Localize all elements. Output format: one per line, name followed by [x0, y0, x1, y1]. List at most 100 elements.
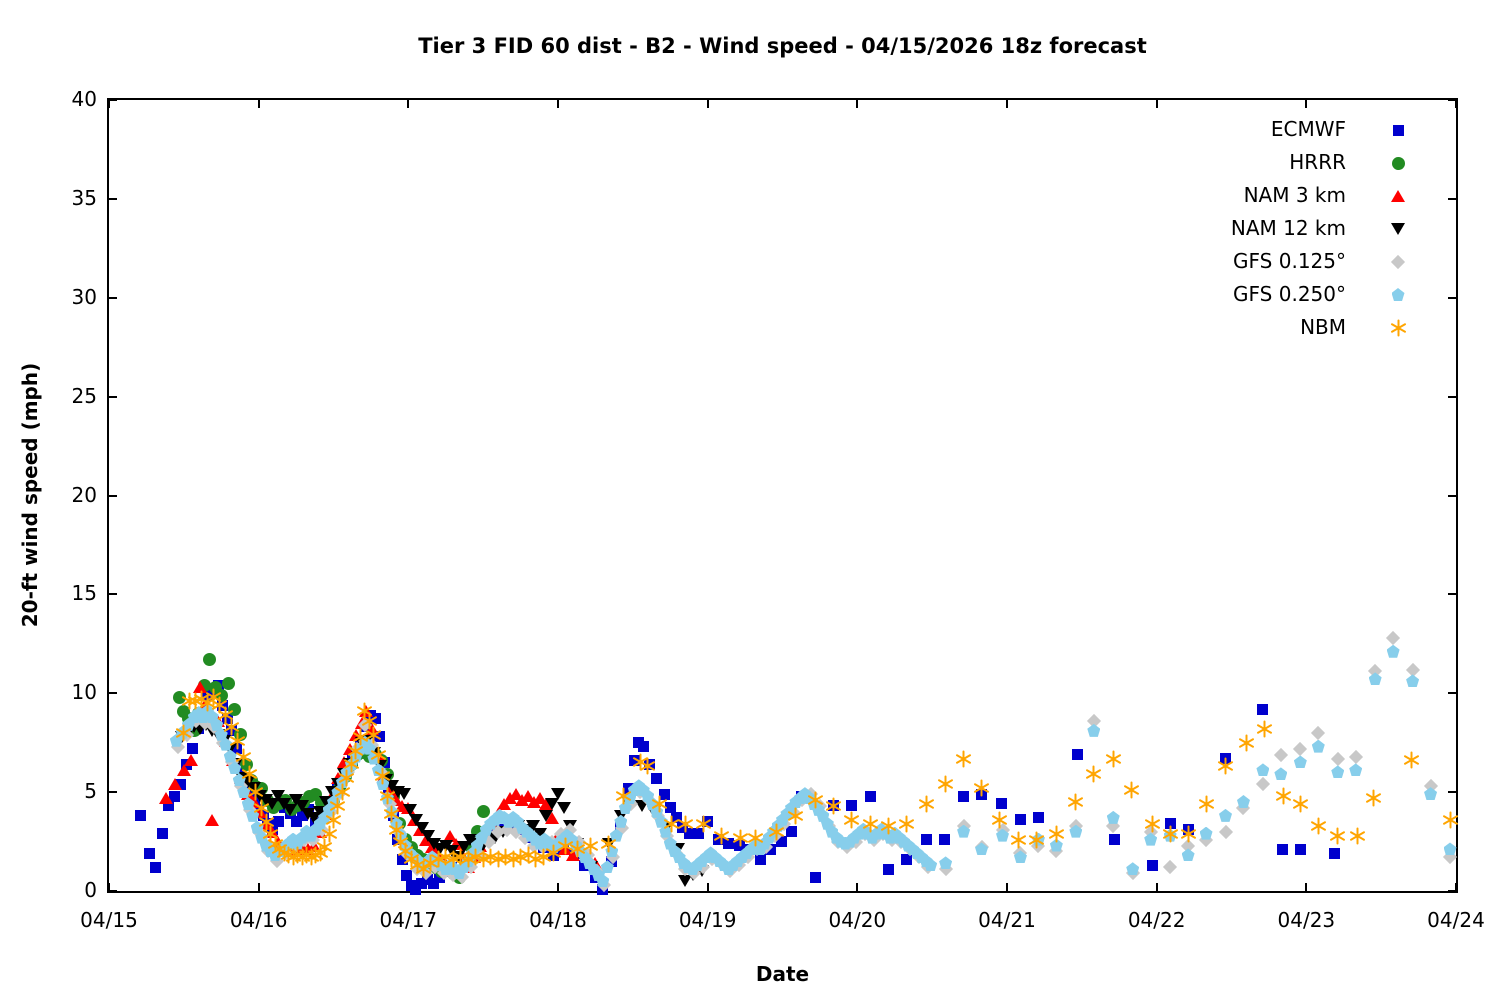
legend-marker-nam3km: [1391, 190, 1405, 202]
marker-nbm: [1275, 787, 1292, 805]
x-tick-top: [1305, 100, 1308, 108]
marker-nbm: [937, 775, 954, 793]
marker-gfs0250: [1236, 795, 1250, 808]
marker-gfs0125: [1311, 725, 1326, 740]
marker-nam3km: [193, 681, 208, 694]
marker-ecmwf: [169, 790, 181, 802]
marker-nbm: [1329, 827, 1346, 845]
marker-nam3km: [184, 754, 199, 767]
x-tick-bottom: [257, 883, 260, 891]
x-tick-bottom: [856, 883, 859, 891]
x-tick-label: 04/20: [828, 908, 887, 932]
marker-gfs0125: [1255, 777, 1270, 792]
marker-nbm: [1238, 734, 1255, 752]
y-tick-label: 25: [71, 383, 97, 408]
marker-nam3km: [176, 764, 191, 777]
legend-label-nbm: NBM: [1300, 315, 1346, 339]
marker-gfs0250: [1386, 644, 1400, 658]
marker-nam3km: [167, 778, 182, 791]
marker-gfs0125: [1273, 747, 1288, 762]
x-tick-label: 04/15: [80, 908, 138, 932]
chart-title: Tier 3 FID 60 dist - B2 - Wind speed - 0…: [418, 34, 1147, 58]
marker-ecmwf: [422, 873, 434, 885]
x-tick-bottom: [1155, 883, 1158, 891]
marker-gfs0250: [1443, 842, 1457, 856]
marker-ecmwf: [1014, 814, 1026, 826]
legend-marker-nbm: [1390, 319, 1407, 337]
marker-nbm: [1085, 765, 1102, 783]
legend-label-hrrr: HRRR: [1289, 150, 1346, 174]
marker-ecmwf: [428, 877, 440, 889]
marker-ecmwf: [865, 790, 877, 802]
marker-ecmwf: [676, 822, 688, 834]
marker-nbm: [880, 817, 897, 835]
marker-nbm: [807, 791, 824, 809]
x-axis-label: Date: [755, 962, 810, 986]
x-tick-top: [856, 100, 859, 108]
marker-ecmwf: [187, 743, 199, 755]
x-tick-label: 04/22: [1127, 908, 1186, 932]
marker-nbm: [374, 767, 391, 785]
y-tick-right: [1448, 296, 1456, 299]
marker-gfs0250: [957, 824, 971, 838]
marker-nbm: [365, 726, 382, 744]
marker-gfs0125: [1348, 749, 1363, 764]
x-tick-bottom: [1455, 883, 1457, 891]
y-tick-right: [1448, 494, 1456, 497]
marker-nbm: [1217, 757, 1234, 775]
marker-nbm: [229, 732, 246, 750]
marker-ecmwf: [1276, 843, 1288, 855]
marker-nbm: [600, 835, 617, 853]
plot-area: 04/15 04/16 04/17 04/18 04/19 04/20 04/21 04/22…: [72, 87, 1485, 932]
marker-gfs0250: [596, 874, 610, 888]
x-tick-top: [257, 100, 260, 108]
marker-nbm: [1105, 750, 1122, 767]
legend-marker-hrrr: [1391, 156, 1405, 170]
marker-nbm: [1162, 825, 1179, 843]
marker-nbm: [825, 797, 842, 815]
marker-gfs0250: [219, 737, 233, 751]
marker-ecmwf: [1329, 847, 1341, 859]
x-tick-top: [1155, 100, 1158, 108]
marker-nbm: [973, 779, 990, 797]
marker-ecmwf: [1146, 859, 1158, 871]
marker-hrrr: [222, 676, 236, 690]
marker-ecmwf: [920, 834, 932, 846]
marker-ecmwf: [775, 836, 787, 848]
x-tick-label: 04/19: [678, 908, 737, 932]
y-tick-left: [109, 395, 117, 398]
y-tick-label: 10: [71, 680, 97, 705]
marker-ecmwf: [658, 788, 670, 800]
marker-gfs0250: [228, 761, 242, 775]
marker-nbm: [695, 815, 712, 833]
y-tick-right: [1448, 395, 1456, 398]
marker-gfs0250: [1087, 723, 1101, 737]
marker-nbm: [1048, 825, 1065, 843]
x-tick-label: 04/23: [1277, 908, 1336, 932]
y-tick-left: [109, 494, 117, 497]
marker-ecmwf: [651, 772, 663, 784]
marker-gfs0125: [1293, 741, 1308, 756]
marker-ecmwf: [637, 741, 649, 753]
marker-gfs0250: [1293, 755, 1307, 769]
marker-gfs0250: [659, 824, 673, 838]
legend-label-gfs0125: GFS 0.125°: [1233, 249, 1346, 273]
x-tick-top: [1006, 100, 1008, 108]
x-tick-top: [706, 100, 709, 108]
marker-ecmwf: [684, 828, 696, 840]
marker-ecmwf: [163, 800, 175, 812]
marker-nbm: [1310, 817, 1327, 835]
marker-hrrr: [476, 805, 490, 819]
marker-nam12km: [551, 788, 565, 801]
legend-marker-nam12km: [1391, 223, 1405, 235]
marker-nbm: [1292, 795, 1309, 813]
marker-gfs0250: [614, 814, 628, 828]
marker-ecmwf: [901, 853, 913, 865]
legend-label-gfs0250: GFS 0.250°: [1233, 282, 1346, 306]
y-tick-right: [1448, 593, 1456, 596]
legend-marker-gfs0125: [1390, 254, 1406, 270]
y-tick-left: [109, 99, 117, 101]
marker-nbm: [1442, 811, 1459, 829]
x-tick-label: 04/24: [1427, 908, 1485, 932]
